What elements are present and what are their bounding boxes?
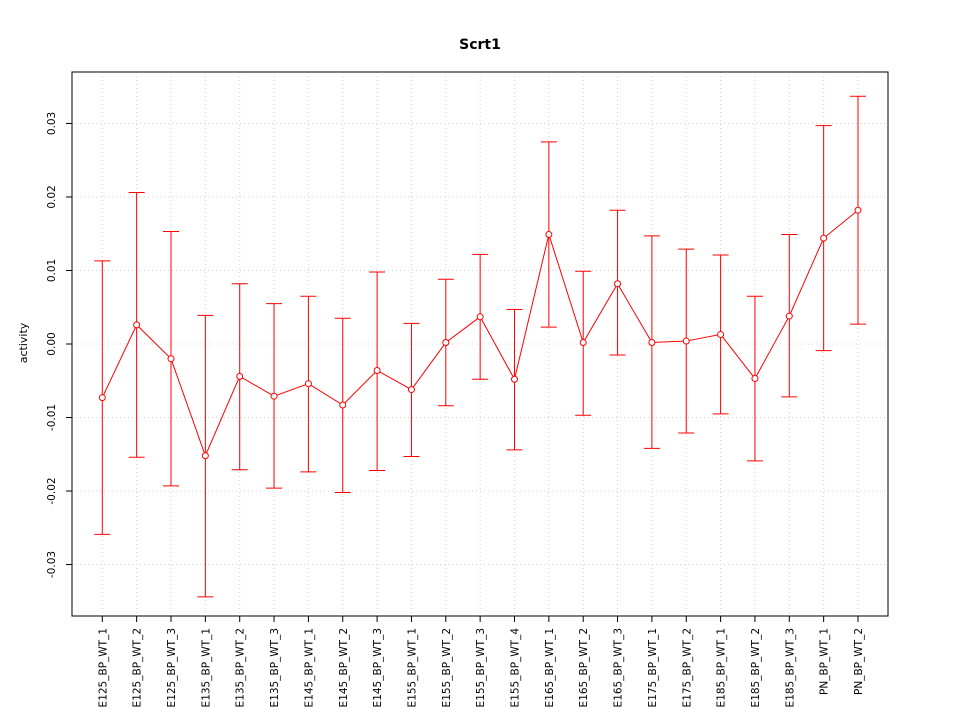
data-point (717, 330, 725, 338)
x-tick-label: E185_BP_WT_2 (750, 628, 762, 707)
data-point (201, 452, 209, 460)
data-point (476, 313, 484, 321)
data-point (236, 372, 244, 380)
data-point (682, 337, 690, 345)
data-point (648, 339, 656, 347)
data-point (614, 280, 622, 288)
x-tick-label: E145_BP_WT_1 (303, 628, 315, 707)
data-point (373, 366, 381, 374)
axes: -0.03 -0.02 -0.01 0.00 0.01 0.02 0.03 E125_BP_W… (46, 71, 889, 708)
x-tick-label: E145_BP_WT_3 (372, 628, 384, 707)
data-point (270, 392, 278, 400)
x-tick-label: E125_BP_WT_2 (132, 628, 144, 707)
data-point (133, 321, 141, 329)
y-tick-label: -0.03 (46, 551, 58, 578)
y-tick-label: -0.01 (46, 404, 58, 431)
series (94, 95, 866, 598)
x-tick-label: E155_BP_WT_1 (406, 628, 418, 707)
data-point (98, 394, 106, 402)
x-tick-label: E165_BP_WT_3 (613, 628, 625, 707)
x-tick-label: E175_BP_WT_2 (681, 628, 693, 707)
x-tick-label: PN_BP_WT_1 (819, 628, 831, 695)
x-tick-label: E165_BP_WT_1 (544, 628, 556, 707)
data-point (854, 206, 862, 214)
data-point (167, 355, 175, 363)
x-tick-label: PN_BP_WT_2 (853, 628, 865, 695)
y-tick-label: 0.00 (46, 332, 58, 355)
data-point (820, 234, 828, 242)
data-point (785, 312, 793, 320)
data-point (751, 375, 759, 383)
x-tick-label: E135_BP_WT_2 (235, 628, 247, 707)
x-tick-label: E135_BP_WT_3 (269, 628, 281, 707)
data-point (304, 380, 312, 388)
y-tick-label: 0.02 (46, 185, 58, 208)
x-tick-label: E145_BP_WT_2 (338, 628, 350, 707)
y-axis-label: activity (17, 322, 30, 363)
x-tick-label: E185_BP_WT_3 (784, 628, 796, 707)
x-tick-label: E155_BP_WT_4 (510, 628, 522, 708)
x-tick-label: E125_BP_WT_1 (97, 628, 109, 707)
x-tick-label: E125_BP_WT_3 (166, 628, 178, 707)
x-tick-label: E185_BP_WT_1 (716, 628, 728, 707)
data-point (442, 339, 450, 347)
y-tick-label: 0.01 (46, 259, 58, 282)
x-tick-label: E135_BP_WT_1 (200, 628, 212, 707)
data-point (545, 230, 553, 238)
chart-title: Scrt1 (459, 37, 501, 53)
x-tick-label: E165_BP_WT_2 (578, 628, 590, 707)
data-point (579, 339, 587, 347)
y-tick-label: -0.02 (46, 477, 58, 504)
x-tick-label: E155_BP_WT_3 (475, 628, 487, 707)
x-tick-label: E175_BP_WT_1 (647, 628, 659, 707)
x-tick-label: E155_BP_WT_2 (441, 628, 453, 707)
y-tick-label: 0.03 (46, 112, 58, 135)
data-point (407, 386, 415, 394)
data-point (511, 375, 518, 383)
data-point (339, 401, 347, 409)
